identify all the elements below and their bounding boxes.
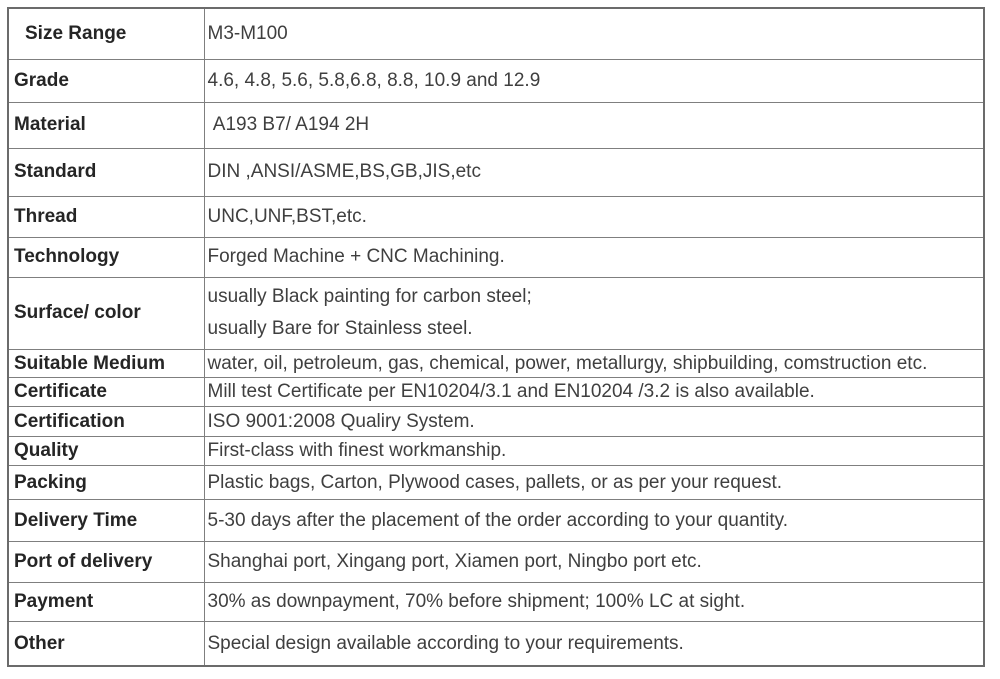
row-value: A193 B7/ A194 2H — [203, 101, 985, 149]
row-value: Mill test Certificate per EN10204/3.1 an… — [203, 376, 985, 407]
row-label: Size Range — [7, 7, 205, 60]
row-value: water, oil, petroleum, gas, chemical, po… — [203, 348, 985, 378]
table-row: Material A193 B7/ A194 2H — [7, 101, 985, 149]
row-value: Special design available according to yo… — [203, 620, 985, 667]
table-row: Other Special design available according… — [7, 620, 985, 667]
row-value: UNC,UNF,BST,etc. — [203, 195, 985, 238]
row-value: M3-M100 — [203, 7, 985, 60]
row-label: Quality — [7, 435, 205, 466]
row-value: ISO 9001:2008 Qualiry System. — [203, 405, 985, 437]
row-label: Certification — [7, 405, 205, 437]
row-value: 30% as downpayment, 70% before shipment;… — [203, 581, 985, 622]
row-label: Packing — [7, 464, 205, 500]
row-value: First-class with finest workmanship. — [203, 435, 985, 466]
spec-table: Size Range M3-M100 Grade 4.6, 4.8, 5.6, … — [7, 7, 985, 668]
table-row: Port of delivery Shanghai port, Xingang … — [7, 540, 985, 583]
row-label: Standard — [7, 147, 205, 197]
table-row: Size Range M3-M100 — [7, 7, 985, 60]
row-value: 5-30 days after the placement of the ord… — [203, 498, 985, 542]
row-label: Suitable Medium — [7, 348, 205, 378]
row-label: Certificate — [7, 376, 205, 407]
table-row: Certification ISO 9001:2008 Qualiry Syst… — [7, 405, 985, 437]
table-row: Surface/ color usually Black painting fo… — [7, 276, 985, 350]
row-value: Plastic bags, Carton, Plywood cases, pal… — [203, 464, 985, 500]
row-label: Payment — [7, 581, 205, 622]
row-value: Forged Machine + CNC Machining. — [203, 236, 985, 278]
row-label: Material — [7, 101, 205, 149]
table-row: Grade 4.6, 4.8, 5.6, 5.8,6.8, 8.8, 10.9 … — [7, 58, 985, 103]
table-row: Quality First-class with finest workmans… — [7, 435, 985, 466]
row-label: Delivery Time — [7, 498, 205, 542]
row-label: Thread — [7, 195, 205, 238]
table-row: Payment 30% as downpayment, 70% before s… — [7, 581, 985, 622]
table-row: Packing Plastic bags, Carton, Plywood ca… — [7, 464, 985, 500]
table-row: Certificate Mill test Certificate per EN… — [7, 376, 985, 407]
row-value: 4.6, 4.8, 5.6, 5.8,6.8, 8.8, 10.9 and 12… — [203, 58, 985, 103]
table-row: Thread UNC,UNF,BST,etc. — [7, 195, 985, 238]
table-row: Standard DIN ,ANSI/ASME,BS,GB,JIS,etc — [7, 147, 985, 197]
row-label: Surface/ color — [7, 276, 205, 350]
row-label: Other — [7, 620, 205, 667]
row-value: usually Black painting for carbon steel;… — [203, 276, 985, 350]
row-label: Technology — [7, 236, 205, 278]
row-label: Grade — [7, 58, 205, 103]
row-label: Port of delivery — [7, 540, 205, 583]
table-row: Technology Forged Machine + CNC Machinin… — [7, 236, 985, 278]
table-row: Suitable Medium water, oil, petroleum, g… — [7, 348, 985, 378]
row-value: Shanghai port, Xingang port, Xiamen port… — [203, 540, 985, 583]
row-value: DIN ,ANSI/ASME,BS,GB,JIS,etc — [203, 147, 985, 197]
table-row: Delivery Time 5-30 days after the placem… — [7, 498, 985, 542]
